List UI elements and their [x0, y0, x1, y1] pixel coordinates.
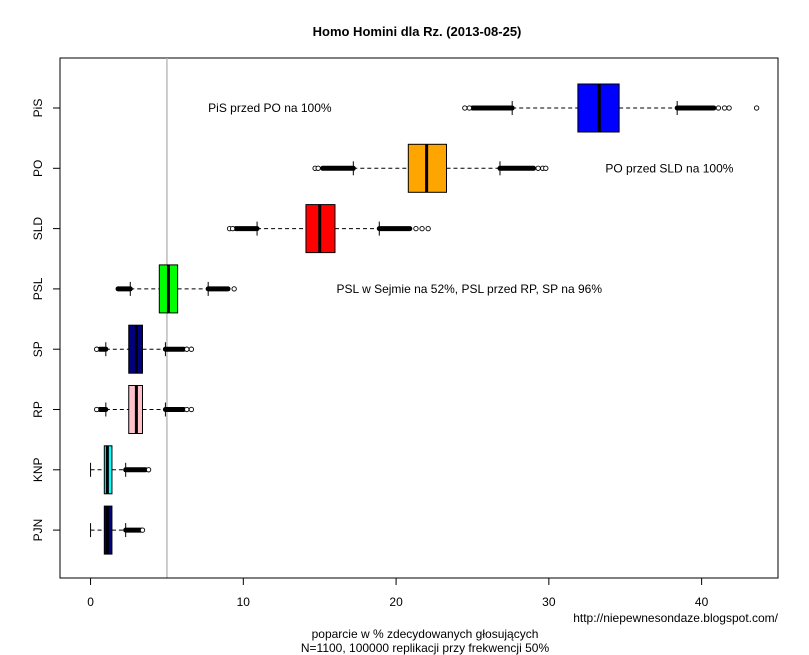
- x-tick-label: 40: [695, 595, 709, 609]
- y-tick-label: RP: [31, 401, 45, 418]
- annotation: PSL w Sejmie na 52%, PSL przed RP, SP na…: [337, 282, 603, 296]
- y-tick-label: PiS: [31, 99, 45, 118]
- outlier-point: [726, 105, 732, 111]
- outlier-point: [419, 225, 425, 232]
- outlier-point: [715, 105, 722, 111]
- x-axis: 0 10 20 30 40: [87, 577, 709, 609]
- box-psl: [115, 264, 237, 314]
- outlier-point: [229, 225, 236, 232]
- x-tick-label: 20: [389, 595, 403, 609]
- box-pjn: [90, 505, 146, 555]
- y-tick-label: PJN: [31, 519, 45, 542]
- outlier-point: [188, 406, 195, 413]
- outlier-point: [188, 346, 195, 352]
- outlier-point: [721, 105, 728, 111]
- annotation: PO przed SLD na 100%: [605, 161, 733, 175]
- box-pis: [462, 83, 760, 133]
- y-tick-label: SP: [31, 341, 45, 357]
- outlier-point: [466, 105, 473, 111]
- box-sp: [94, 324, 195, 374]
- outlier-point: [535, 165, 541, 171]
- y-axis: PiS PO SLD PSL SP RP KNP PJN: [31, 99, 61, 542]
- y-tick-label: SLD: [31, 217, 45, 241]
- outlier-point: [184, 346, 190, 352]
- x-axis-subtitle: N=1100, 100000 replikacji przy frekwencj…: [301, 641, 550, 655]
- outlier-point: [425, 225, 431, 232]
- x-tick-label: 30: [542, 595, 556, 609]
- plot-frame: [59, 57, 779, 579]
- annotation: PiS przed PO na 100%: [208, 101, 332, 115]
- y-tick-label: KNP: [31, 457, 45, 482]
- box-sld: [226, 204, 431, 254]
- x-axis-label: poparcie w % zdecydowanych głosujących: [312, 627, 539, 641]
- source-credit: http://niepewnesondaze.blogspot.com/: [573, 611, 778, 625]
- y-tick-label: PSL: [31, 277, 45, 300]
- outlier-point: [94, 346, 100, 352]
- box-po: [312, 143, 549, 193]
- outlier-point: [231, 286, 237, 292]
- outlier-point: [413, 225, 419, 232]
- y-tick-label: PO: [31, 160, 45, 177]
- outlier-point: [184, 406, 190, 413]
- outlier-point: [543, 165, 549, 171]
- plot-area: 0 10 20 30 40 PiS PO SLD PSL SP RP KNP PJN PiS przed …: [31, 57, 779, 609]
- x-tick-label: 0: [87, 595, 94, 609]
- outlier-point: [94, 406, 100, 413]
- outlier-point: [315, 165, 321, 171]
- x-tick-label: 10: [237, 595, 251, 609]
- box-knp: [90, 445, 152, 495]
- outlier-point: [753, 105, 760, 111]
- box-rp: [94, 385, 195, 434]
- outlier-point: [139, 527, 146, 533]
- outlier-point: [145, 467, 152, 473]
- outlier-point: [462, 105, 468, 111]
- chart-title: Homo Homini dla Rz. (2013-08-25): [313, 24, 522, 39]
